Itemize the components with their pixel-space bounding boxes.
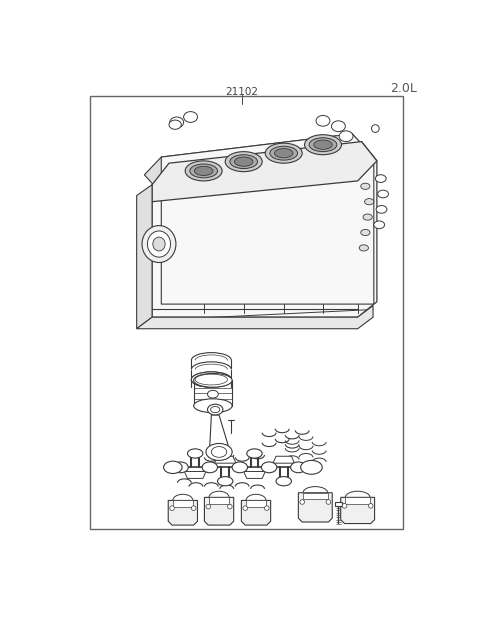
- Polygon shape: [137, 185, 152, 329]
- Ellipse shape: [228, 504, 232, 509]
- Ellipse shape: [361, 230, 370, 236]
- Ellipse shape: [217, 476, 233, 486]
- Ellipse shape: [230, 155, 258, 169]
- Ellipse shape: [270, 146, 298, 160]
- Ellipse shape: [173, 462, 188, 473]
- Ellipse shape: [190, 164, 217, 178]
- Ellipse shape: [372, 124, 379, 132]
- Ellipse shape: [374, 221, 384, 229]
- Ellipse shape: [316, 116, 330, 126]
- Ellipse shape: [192, 506, 196, 511]
- Ellipse shape: [164, 461, 182, 473]
- Bar: [90, 96, 403, 529]
- Ellipse shape: [262, 462, 277, 473]
- Ellipse shape: [361, 183, 370, 189]
- Ellipse shape: [193, 373, 232, 388]
- Ellipse shape: [363, 214, 372, 220]
- Ellipse shape: [264, 506, 269, 511]
- Ellipse shape: [291, 462, 306, 473]
- Ellipse shape: [265, 143, 302, 163]
- Ellipse shape: [375, 175, 386, 182]
- Ellipse shape: [304, 135, 341, 155]
- Ellipse shape: [300, 460, 322, 474]
- Ellipse shape: [142, 226, 176, 262]
- Ellipse shape: [225, 152, 262, 172]
- Ellipse shape: [314, 140, 332, 149]
- Text: 21102: 21102: [226, 86, 259, 96]
- Ellipse shape: [342, 504, 347, 508]
- Polygon shape: [246, 501, 266, 506]
- Ellipse shape: [275, 149, 293, 158]
- Ellipse shape: [169, 120, 181, 129]
- Polygon shape: [204, 498, 234, 525]
- Polygon shape: [152, 142, 377, 202]
- Polygon shape: [335, 502, 342, 506]
- Polygon shape: [173, 501, 193, 506]
- Ellipse shape: [170, 117, 184, 128]
- Ellipse shape: [185, 161, 222, 181]
- Ellipse shape: [194, 166, 213, 175]
- Ellipse shape: [192, 372, 231, 388]
- Ellipse shape: [339, 131, 353, 142]
- Ellipse shape: [211, 447, 227, 457]
- Ellipse shape: [206, 504, 211, 509]
- Polygon shape: [184, 471, 206, 478]
- Ellipse shape: [376, 205, 387, 213]
- Polygon shape: [303, 493, 328, 499]
- Ellipse shape: [193, 399, 232, 412]
- Polygon shape: [209, 498, 229, 504]
- Polygon shape: [144, 157, 183, 198]
- Ellipse shape: [232, 462, 248, 473]
- Polygon shape: [161, 134, 374, 304]
- Ellipse shape: [309, 138, 337, 152]
- Ellipse shape: [247, 449, 262, 458]
- Polygon shape: [345, 498, 370, 504]
- Ellipse shape: [365, 198, 374, 205]
- Ellipse shape: [276, 476, 291, 486]
- Ellipse shape: [369, 504, 373, 508]
- Polygon shape: [341, 498, 374, 524]
- Polygon shape: [168, 501, 197, 525]
- Ellipse shape: [153, 237, 165, 251]
- Polygon shape: [161, 134, 374, 180]
- Ellipse shape: [207, 404, 223, 415]
- Ellipse shape: [206, 443, 232, 460]
- Text: 2.0L: 2.0L: [390, 82, 417, 95]
- Polygon shape: [152, 142, 377, 317]
- Polygon shape: [215, 457, 236, 463]
- Ellipse shape: [147, 231, 170, 257]
- Ellipse shape: [170, 506, 174, 511]
- Ellipse shape: [378, 190, 388, 198]
- Ellipse shape: [243, 506, 248, 511]
- Ellipse shape: [326, 499, 331, 504]
- Polygon shape: [137, 305, 373, 329]
- Ellipse shape: [207, 391, 218, 398]
- Ellipse shape: [202, 462, 217, 473]
- Ellipse shape: [211, 407, 220, 412]
- Polygon shape: [273, 457, 295, 463]
- Ellipse shape: [184, 111, 197, 123]
- Polygon shape: [210, 415, 228, 446]
- Polygon shape: [241, 501, 271, 525]
- Ellipse shape: [188, 449, 203, 458]
- Ellipse shape: [359, 245, 369, 251]
- Ellipse shape: [234, 157, 253, 166]
- Ellipse shape: [332, 121, 345, 132]
- Polygon shape: [299, 493, 332, 522]
- Polygon shape: [244, 471, 265, 478]
- Ellipse shape: [300, 499, 304, 504]
